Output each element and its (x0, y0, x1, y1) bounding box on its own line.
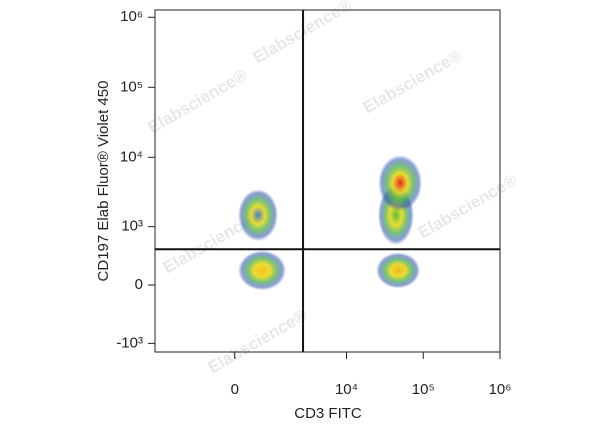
x-axis-title: CD3 FITC (294, 405, 362, 422)
y-tick-label: 10⁴ (120, 148, 143, 165)
population (238, 189, 279, 242)
watermarks: Elabscience® Elabscience® Elabscience® E… (145, 0, 521, 377)
y-tick-label: 10⁵ (120, 78, 143, 95)
watermark: Elabscience® (360, 45, 466, 117)
watermark: Elabscience® (205, 305, 311, 377)
y-tick-label: 10⁶ (120, 8, 143, 25)
watermark: Elabscience® (145, 65, 251, 137)
x-tick-label: 10⁶ (489, 381, 512, 398)
y-tick-label: 0 (135, 276, 143, 293)
y-axis-title: CD197 Elab Fluor® Violet 450 (95, 81, 112, 282)
watermark: Elabscience® (415, 170, 521, 242)
y-tick-label: -10³ (116, 334, 143, 351)
x-tick-label: 10⁴ (335, 381, 358, 398)
population (376, 252, 421, 289)
population (238, 250, 287, 291)
y-tick-label: 10³ (121, 218, 143, 235)
x-tick-label: 10⁵ (412, 381, 435, 398)
populations (238, 154, 423, 291)
plot-frame (154, 9, 501, 353)
x-tick-label: 0 (231, 381, 239, 398)
population (378, 154, 423, 211)
